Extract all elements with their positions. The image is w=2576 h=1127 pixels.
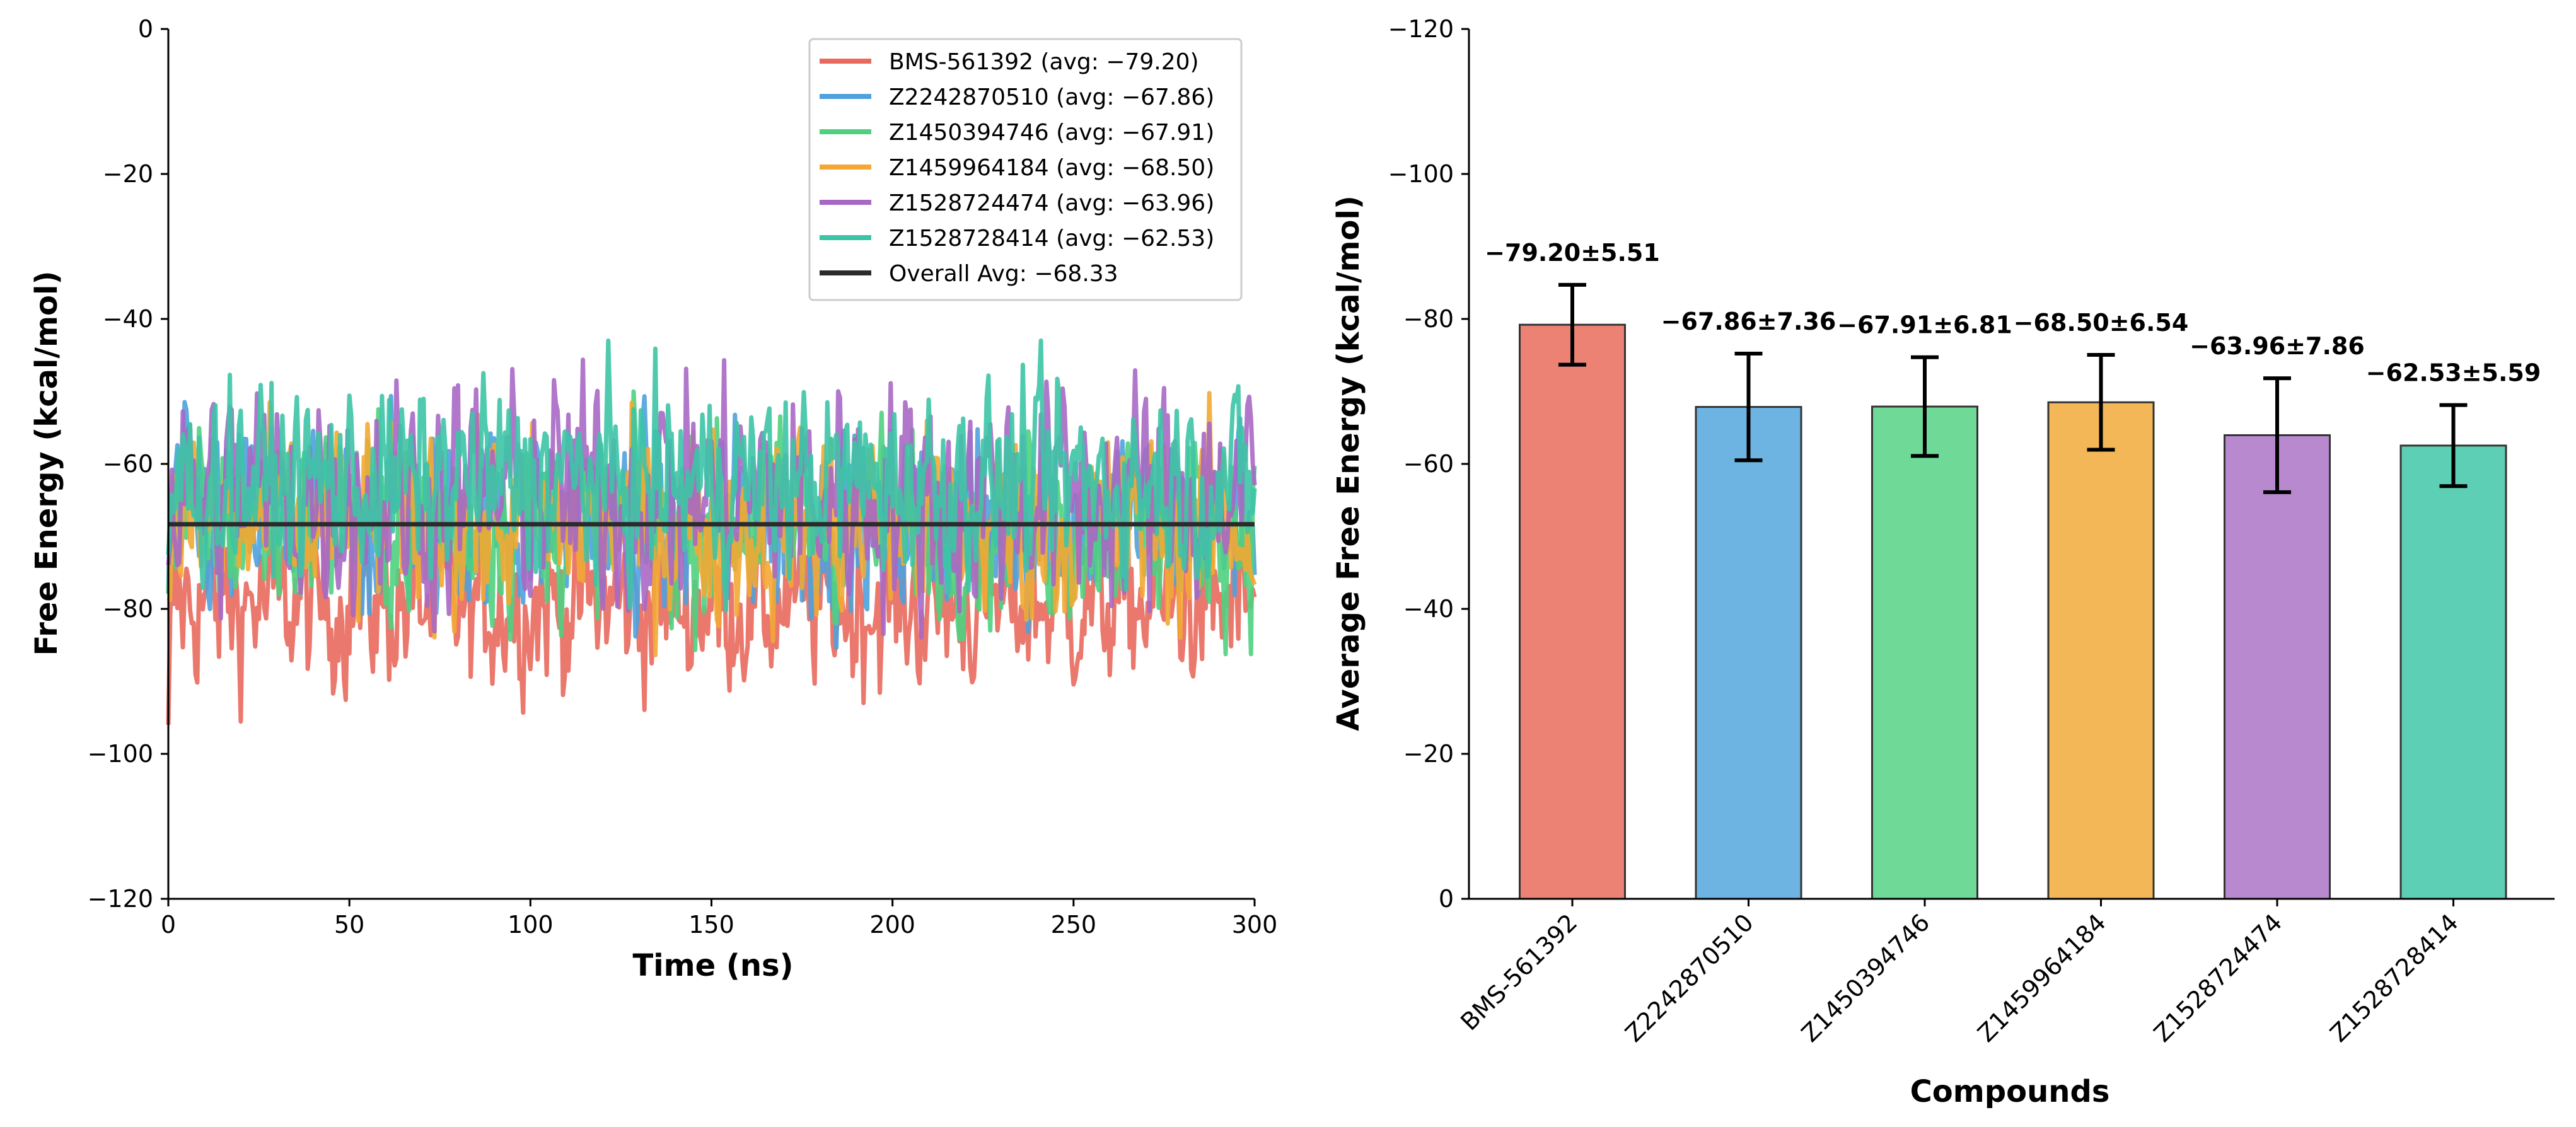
y-tick-label: −120 — [1388, 15, 1454, 43]
left-axes: 0 50 100 150 200 250 300 0 −20 −40 −60 −80 −100 −120 — [88, 15, 1278, 939]
x-tick-label: 0 — [161, 911, 176, 939]
x-tick-label: 250 — [1051, 911, 1097, 939]
right-y-axis-label: Average Free Energy (kcal/mol) — [1331, 195, 1366, 731]
y-tick-label: −20 — [103, 160, 153, 188]
legend-frame — [808, 38, 1243, 301]
bar-value-label: −67.86±7.36 — [1661, 308, 1836, 335]
x-tick-label: Z2242870510 — [1620, 908, 1758, 1047]
bar-z1459964184 — [2047, 401, 2155, 900]
series-lines — [166, 338, 1257, 725]
y-tick-label: 0 — [1439, 885, 1454, 913]
x-tick-label: 100 — [508, 911, 554, 939]
legend-label: Z1528728414 (avg: −62.53) — [889, 226, 1214, 251]
bars: −79.20±5.51 −67.86±7.36 −67.91±6.81 −68.50±… — [1485, 239, 2541, 900]
legend-label: Overall Avg: −68.33 — [889, 261, 1118, 287]
y-tick-label: −60 — [1403, 450, 1454, 478]
legend: BMS-561392 (avg: −79.20) Z2242870510 (avg… — [808, 38, 1243, 301]
x-tick-label: BMS-561392 — [1455, 908, 1582, 1036]
left-chart: 0 50 100 150 200 250 3000−20−40−60−80−100−120 … — [29, 15, 1277, 983]
left-y-axis-label: Free Energy (kcal/mol) — [29, 271, 64, 656]
y-tick-label: −120 — [88, 885, 153, 913]
left-x-axis-label: Time (ns) — [632, 948, 793, 983]
right-x-axis-label: Compounds — [1910, 1074, 2110, 1109]
x-tick-label: Z1450394746 — [1796, 908, 1935, 1047]
series-line-bms-561392 — [166, 483, 1257, 725]
bar-value-label: −63.96±7.86 — [2190, 332, 2365, 360]
legend-label: Z1528724474 (avg: −63.96) — [889, 190, 1214, 216]
y-tick-label: −40 — [1403, 595, 1454, 623]
y-tick-label: −100 — [88, 740, 153, 768]
y-tick-label: −80 — [103, 595, 153, 623]
legend-label: BMS-561392 (avg: −79.20) — [889, 49, 1199, 75]
legend-label: Z2242870510 (avg: −67.86) — [889, 84, 1214, 110]
bar-bms-561392 — [1519, 323, 1626, 900]
y-tick-label: −40 — [103, 305, 153, 333]
right-chart: −79.20±5.51 −67.86±7.36 −67.91±6.81 −68.50±… — [1331, 15, 2555, 1109]
bar-z2242870510 — [1695, 406, 1802, 900]
bar-z1528728414 — [2399, 444, 2507, 900]
bar-z1450394746 — [1871, 405, 1978, 900]
y-tick-label: −20 — [1403, 740, 1454, 768]
x-tick-label: 300 — [1232, 911, 1278, 939]
bar-value-label: −79.20±5.51 — [1485, 239, 1660, 267]
y-tick-label: −100 — [1388, 160, 1454, 188]
bar-value-label: −62.53±5.59 — [2366, 359, 2541, 387]
legend-label: Z1450394746 (avg: −67.91) — [889, 120, 1214, 146]
y-tick-label: 0 — [138, 15, 153, 43]
y-tick-label: −60 — [103, 450, 153, 478]
bar-value-label: −68.50±6.54 — [2014, 309, 2189, 337]
x-tick-label: 200 — [869, 911, 915, 939]
x-tick-label: 150 — [688, 911, 734, 939]
x-tick-label: 50 — [334, 911, 364, 939]
y-tick-label: −80 — [1403, 305, 1454, 333]
legend-label: Z1459964184 (avg: −68.50) — [889, 155, 1214, 181]
x-tick-label: Z1528728414 — [2324, 908, 2463, 1047]
bar-z1528724474 — [2224, 434, 2331, 900]
legend-items: BMS-561392 (avg: −79.20) Z2242870510 (avg… — [820, 49, 1214, 287]
series-line-z1528728414 — [166, 338, 1257, 613]
bar-value-label: −67.91±6.81 — [1837, 311, 2012, 339]
x-tick-label: Z1528724474 — [2149, 908, 2287, 1047]
x-tick-label: Z1459964184 — [1972, 908, 2111, 1047]
